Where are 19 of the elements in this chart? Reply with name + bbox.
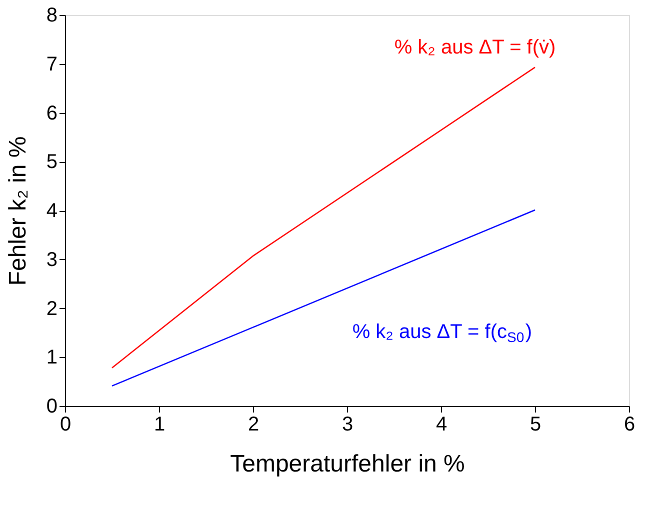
y-tick-label: 2	[46, 298, 58, 320]
x-axis-title: Temperaturfehler in %	[230, 450, 465, 478]
x-tick-label: 2	[248, 414, 260, 436]
y-tick-label: 8	[46, 4, 58, 26]
y-tick-label: 7	[46, 53, 58, 76]
x-tick-label: 6	[624, 414, 636, 436]
y-tick-label: 4	[46, 200, 58, 222]
y-tick-label: 0	[46, 396, 58, 418]
y-tick-label: 5	[46, 151, 58, 174]
x-tick-label: 5	[530, 414, 542, 436]
x-tick-label: 3	[342, 414, 354, 436]
y-axis-title: Fehler k₂ in %	[4, 136, 32, 286]
series-label: % k₂ aus ΔT = f(v̇)	[394, 36, 556, 58]
y-tick-label: 3	[46, 248, 58, 271]
y-tick-label: 1	[46, 346, 58, 369]
x-tick-label: 1	[154, 414, 166, 436]
x-tick-label: 4	[436, 414, 448, 436]
x-tick-label: 0	[60, 414, 72, 436]
y-tick-label: 6	[46, 102, 58, 124]
